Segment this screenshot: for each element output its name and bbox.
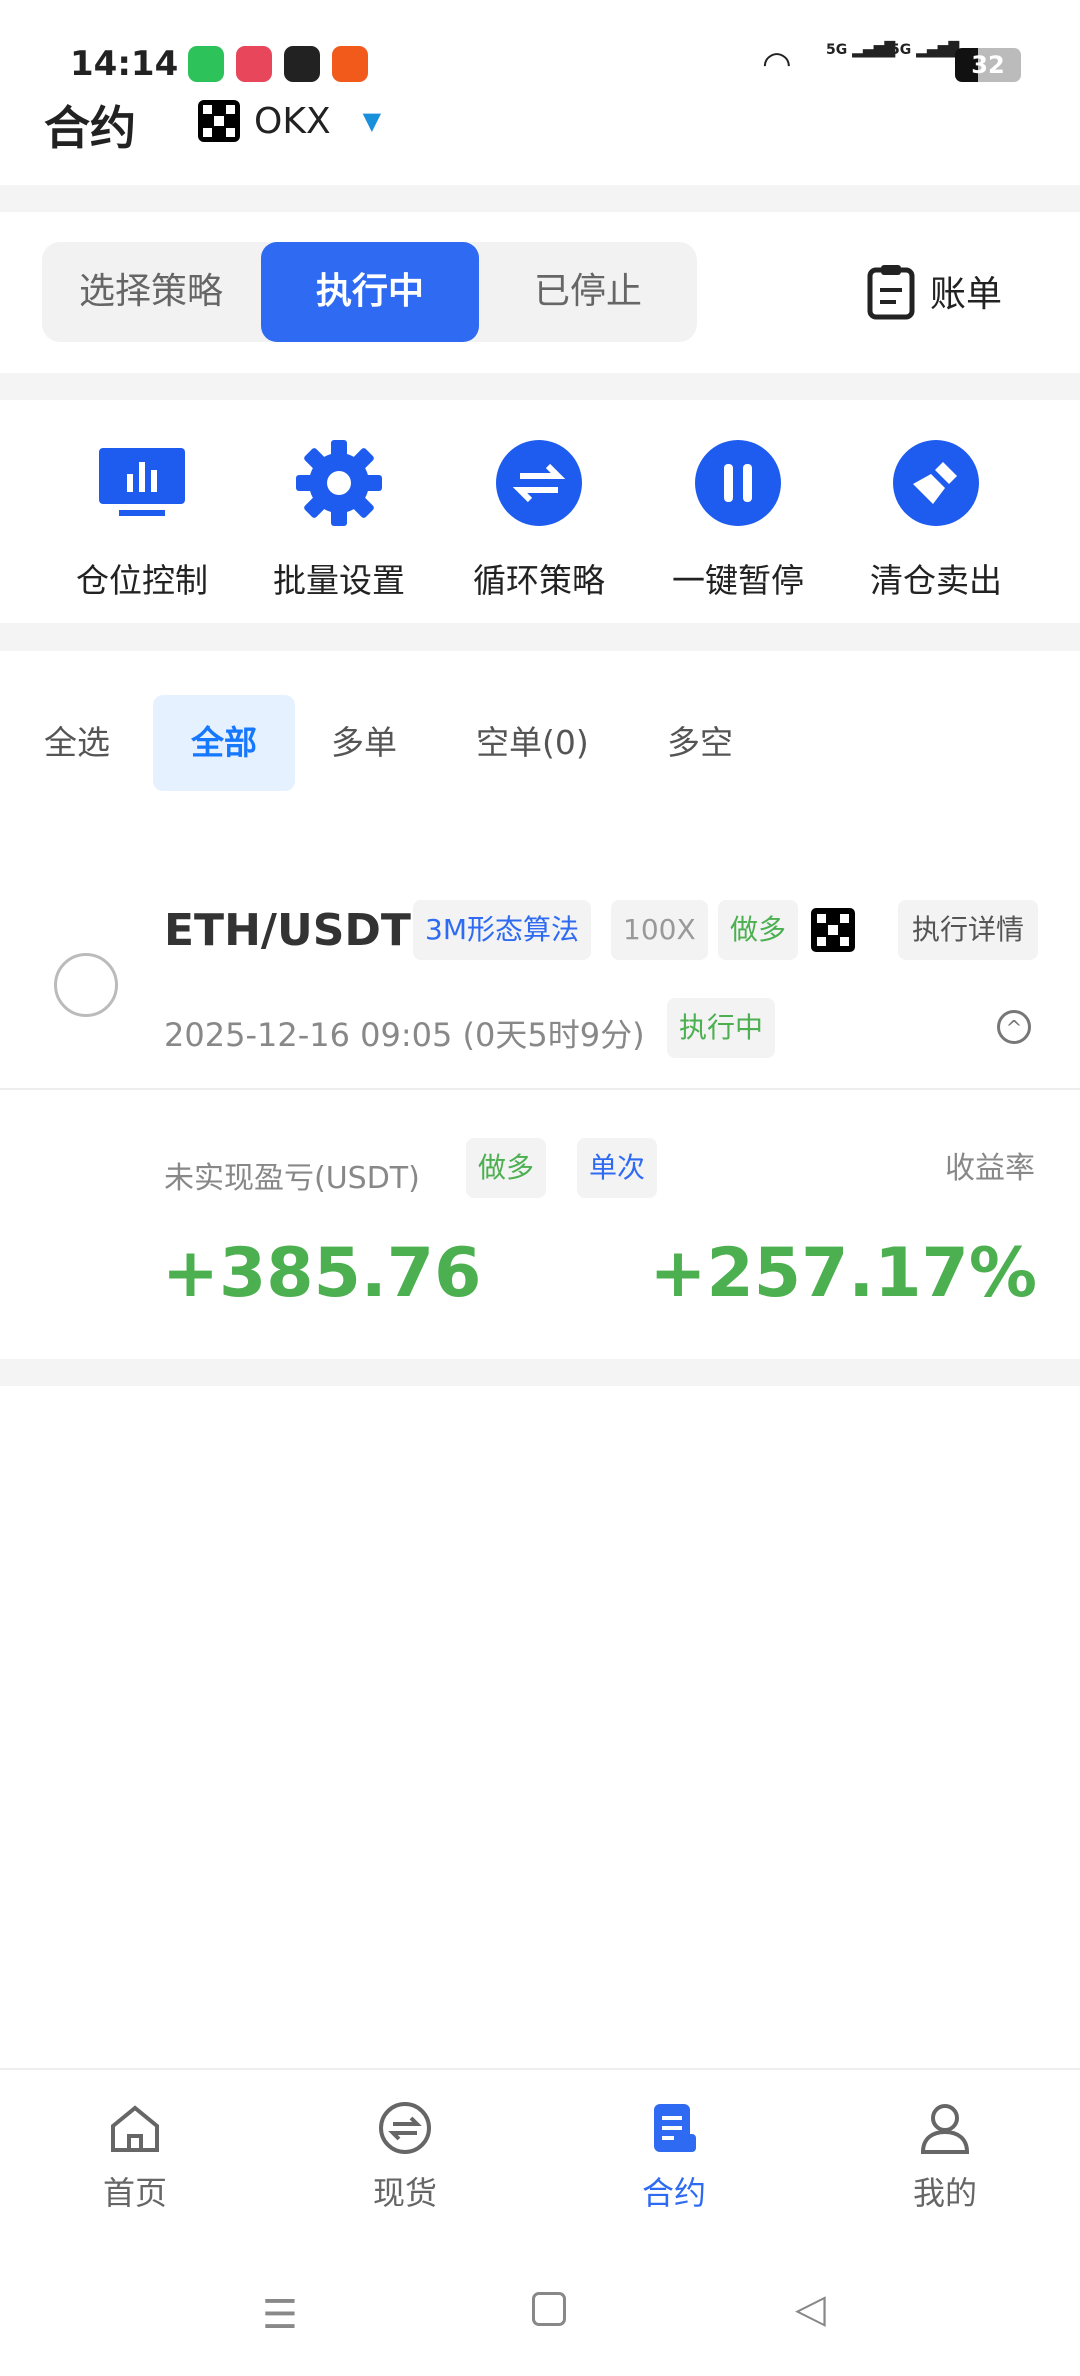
execution-detail-button[interactable]: 执行详情 [898, 900, 1039, 960]
pnl-label: 未实现盈亏(USDT) [164, 1161, 420, 1196]
kuaishou-icon [332, 46, 368, 82]
nav-label: 现货 [372, 2174, 437, 2212]
chevron-down-icon: ▼ [362, 107, 382, 135]
signal-icon: 5G ▂▄▆█ [826, 42, 896, 58]
direction-tag: 做多 [718, 900, 799, 960]
filter-tab-long[interactable]: 多单 [331, 723, 397, 762]
algo-tag: 3M形态算法 [413, 900, 591, 960]
tool-clear-sell[interactable]: 清仓卖出 [846, 440, 1026, 602]
tab-stopped[interactable]: 已停止 [533, 271, 642, 312]
signal-icon: 5G ▂▄▆█ [890, 42, 960, 58]
pnl-direction-tag: 做多 [466, 1138, 547, 1198]
pause-icon [695, 440, 781, 526]
nav-mine[interactable]: 我的 [865, 2100, 1025, 2214]
okx-logo-icon [198, 100, 240, 142]
tool-batch-settings[interactable]: 批量设置 [249, 440, 429, 602]
status-badge: 执行中 [667, 998, 776, 1058]
back-icon[interactable]: ◁ [795, 2286, 826, 2332]
tool-label: 循环策略 [473, 561, 605, 600]
video-app-icon [236, 46, 272, 82]
tiktok-icon [284, 46, 320, 82]
tool-loop-strategy[interactable]: 循环策略 [449, 440, 629, 602]
yield-value: +257.17% [649, 1234, 1037, 1313]
pair-name: ETH/USDT [164, 905, 411, 956]
menu-icon[interactable]: ☰ [262, 2292, 298, 2338]
select-all-button[interactable]: 全选 [44, 723, 110, 762]
tool-position-control[interactable]: 仓位控制 [52, 440, 232, 602]
leverage-tag: 100X [611, 900, 708, 960]
nav-label: 合约 [641, 2174, 706, 2212]
tab-running[interactable]: 执行中 [261, 242, 479, 342]
clipboard-icon [867, 265, 915, 320]
tool-label: 批量设置 [273, 561, 405, 600]
bill-label: 账单 [930, 274, 1003, 315]
chart-board-icon [99, 448, 185, 516]
tool-pause-all[interactable]: 一键暂停 [648, 440, 828, 602]
tool-label: 清仓卖出 [870, 561, 1002, 600]
nav-label: 我的 [912, 2174, 977, 2212]
nav-spot[interactable]: 现货 [325, 2100, 485, 2214]
nav-home[interactable]: 首页 [55, 2100, 215, 2214]
document-icon [654, 2104, 696, 2152]
nav-contract[interactable]: 合约 [594, 2100, 754, 2214]
gear-icon [296, 440, 382, 526]
nav-label: 首页 [102, 2174, 167, 2212]
wifi-icon: ◠ [762, 44, 792, 84]
filter-tab-all[interactable]: 全部 [153, 695, 295, 791]
battery-level: 32 [971, 51, 1005, 79]
status-time: 14:14 [70, 44, 179, 84]
strategy-segment: 选择策略 执行中 已停止 [42, 242, 697, 342]
okx-logo-icon [811, 908, 855, 952]
exchange-selector[interactable]: OKX ▼ [198, 100, 381, 142]
filter-tab-short[interactable]: 空单(0) [476, 723, 589, 762]
page-title: 合约 [44, 101, 136, 155]
swap-circle-icon [379, 2102, 431, 2154]
home-square-icon[interactable] [532, 2292, 566, 2326]
yield-label: 收益率 [945, 1151, 1035, 1186]
pnl-mode-tag: 单次 [577, 1138, 658, 1198]
broom-icon [893, 440, 979, 526]
network-type: 5G [826, 42, 848, 58]
bill-button[interactable]: 账单 [866, 262, 1002, 320]
exchange-name: OKX [254, 100, 331, 142]
battery-icon: 32 [955, 48, 1021, 82]
swap-icon [496, 440, 582, 526]
filter-tab-long-short[interactable]: 多空 [667, 723, 733, 762]
user-icon [920, 2104, 970, 2154]
start-time: 2025-12-16 09:05 (0天5时9分) [164, 1016, 645, 1054]
network-type: 5G [890, 42, 912, 58]
pnl-value: +385.76 [162, 1234, 482, 1313]
tab-select-strategy[interactable]: 选择策略 [78, 271, 223, 312]
position-checkbox[interactable] [54, 953, 118, 1017]
collapse-icon[interactable]: ^ [997, 1010, 1031, 1044]
tool-label: 一键暂停 [672, 561, 804, 600]
tool-label: 仓位控制 [76, 561, 208, 600]
home-icon [111, 2105, 159, 2152]
divider [0, 1088, 1080, 1090]
wechat-icon [188, 46, 224, 82]
